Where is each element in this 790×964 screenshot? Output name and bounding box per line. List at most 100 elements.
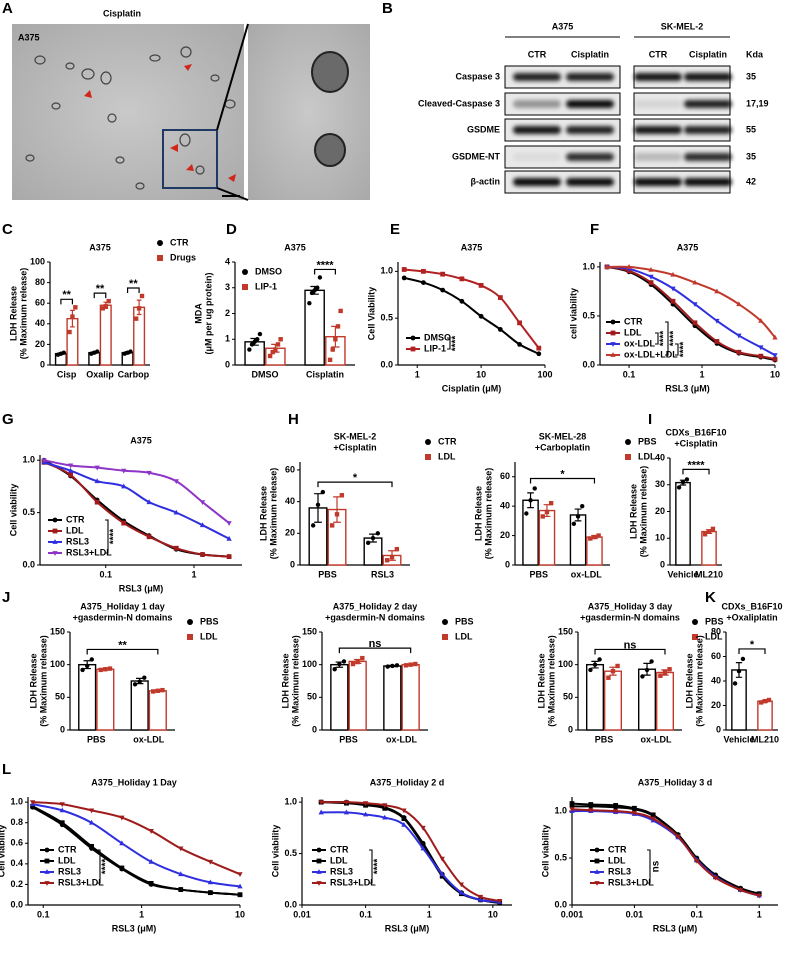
y-tick-label: 1.0 (10, 797, 23, 807)
marker (667, 667, 672, 672)
y-tick-label: 20 (35, 339, 45, 349)
marker (736, 333, 742, 339)
legend-label: LIP-1 (255, 281, 277, 291)
bar (522, 499, 539, 566)
y-axis-label: Cell viability (8, 484, 18, 537)
marker (146, 499, 152, 505)
y-tick-label: 0.4 (10, 858, 23, 868)
chart-title: A375 (461, 242, 483, 252)
marker (420, 845, 426, 851)
fit-line (571, 802, 760, 895)
fit-line (32, 803, 241, 888)
marker (610, 669, 616, 674)
blot-band (684, 126, 732, 134)
marker (98, 667, 103, 673)
fit-line (321, 801, 500, 902)
significance-bracket (97, 849, 101, 884)
chart: A375_Holiday 3 day+gasdermin-N domains 0 5… (536, 601, 723, 744)
y-tick-label: 0.0 (380, 359, 393, 369)
x-tick-label: Carbop (118, 369, 150, 379)
significance-label: ns (624, 639, 637, 651)
legend-label: LDL (330, 855, 348, 865)
y-tick-label: 4 (225, 256, 230, 266)
significance-label: ** (129, 278, 138, 290)
blot-column: CTR (528, 49, 547, 59)
significance-label: * (353, 472, 358, 484)
legend-label: RSL3+LDL (330, 877, 376, 887)
legend-label: CTR (66, 514, 85, 524)
significance-bracket (126, 287, 140, 293)
bar (148, 690, 167, 731)
chart: A375_Holiday 3 d 0.0 0.5 1.0 Cell viability 0… (540, 777, 778, 933)
x-tick-label: PBS (529, 569, 548, 579)
marker (714, 339, 720, 344)
marker (107, 666, 113, 671)
marker (68, 472, 74, 478)
marker (675, 834, 681, 840)
x-tick-label: ML210 (695, 569, 723, 579)
significance-label: * (560, 468, 565, 480)
marker (52, 551, 58, 556)
y-tick-label: 0.6 (10, 838, 23, 848)
marker (385, 664, 390, 669)
chart: C A375 0 20 40 60 80 100 LDH Release (% Maximum r… (2, 221, 196, 379)
marker (610, 352, 616, 357)
x-axis-label: RSL3 (μM) (653, 923, 698, 933)
blot-frame (504, 65, 621, 89)
chart: A375_Holiday 2 d 0.0 0.5 1.0 Cell viability 0… (270, 777, 512, 933)
marker (329, 523, 335, 528)
chart: H SK-MEL-2+Cisplatin 0 20 40 60 LDH Release (% … (258, 411, 457, 579)
blot-band (684, 153, 732, 161)
chart: L A375_Holiday 1 Day 0.0 0.2 0.4 0.6 0.8 1.0 Cel… (0, 761, 245, 933)
marker (390, 663, 395, 669)
marker (103, 304, 108, 309)
marker (333, 337, 338, 342)
y-tick-label: 40 (285, 496, 295, 506)
marker (237, 892, 243, 898)
blot-column: Cisplatin (689, 49, 727, 59)
marker (226, 554, 232, 560)
y-tick-label: 0 (716, 724, 721, 734)
marker (44, 869, 50, 874)
marker (439, 856, 445, 862)
blot-kda: 35 (746, 71, 756, 81)
marker (706, 529, 712, 534)
marker (439, 873, 445, 879)
marker (610, 319, 616, 325)
y-tick-label: 60 (285, 464, 295, 474)
blot-cell-line: A375 (552, 21, 574, 31)
y-tick-label: 80 (35, 277, 45, 287)
marker (119, 865, 125, 871)
y-tick-label: 0.0 (582, 359, 595, 369)
marker (684, 477, 690, 482)
marker (670, 286, 676, 292)
significance-bracket (665, 321, 669, 356)
blot-band (566, 73, 614, 81)
marker (580, 503, 585, 509)
marker (157, 255, 163, 261)
legend-label: DMSO (424, 332, 451, 342)
chart-title: A375 (284, 242, 306, 252)
legend-label: LIP-1 (424, 343, 446, 353)
marker (575, 514, 581, 519)
chart-title: A375_Holiday 2 d (370, 777, 445, 787)
bar (538, 509, 556, 566)
marker (148, 881, 154, 886)
significance-label: ** (62, 289, 71, 301)
x-tick-label: 0.01 (293, 909, 311, 919)
marker (692, 619, 698, 625)
chart: J A375_Holiday 1 day+gasdermin-N domains 0… (2, 589, 219, 744)
marker (73, 305, 78, 310)
legend-label: LDL (438, 451, 456, 461)
arrowheads (84, 64, 236, 182)
marker (692, 634, 698, 640)
legend-label: LDL (58, 855, 76, 865)
marker (401, 816, 407, 821)
legend-label: CTR (330, 844, 349, 854)
marker (316, 881, 322, 886)
significance-label: * (750, 639, 755, 651)
y-axis-label: LDH Release (628, 484, 638, 539)
significance-label: **** (669, 331, 680, 347)
marker (401, 821, 407, 827)
legend-label: CTR (438, 436, 457, 446)
